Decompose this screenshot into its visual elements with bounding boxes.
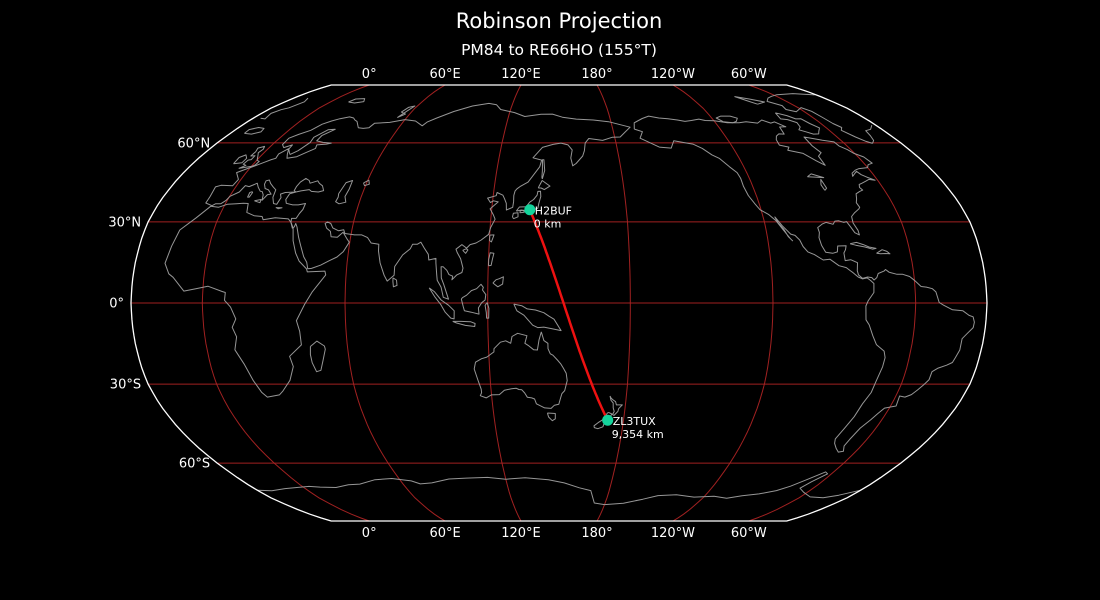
- lat-tick-label: 30°S: [110, 378, 141, 393]
- coastline: [363, 179, 370, 187]
- marker-callsign-label: H2BUF: [535, 205, 572, 218]
- lon-tick-label-top: 60°E: [429, 67, 460, 82]
- marker-distance-label: 0 km: [534, 218, 562, 231]
- coastline: [397, 105, 416, 119]
- coastline: [247, 191, 254, 198]
- graticule-meridian: [748, 84, 917, 522]
- coastline: [715, 115, 738, 124]
- lon-tick-label-top: 60°W: [731, 67, 767, 82]
- lon-tick-label-bottom: 180°: [581, 526, 612, 541]
- marker-destination: [602, 414, 614, 426]
- coastline: [348, 98, 366, 104]
- coastline: [820, 178, 828, 191]
- coastline: [489, 234, 495, 243]
- coastline: [428, 287, 455, 320]
- coastline: [633, 115, 975, 453]
- coastline: [254, 199, 262, 204]
- great-circle-route: [528, 208, 609, 422]
- graticule-meridian: [201, 84, 370, 522]
- lat-tick-label: 30°N: [108, 215, 141, 230]
- coastline: [609, 395, 623, 416]
- coastline: [392, 277, 398, 288]
- coastline: [335, 180, 354, 205]
- lon-tick-label-bottom: 60°W: [731, 526, 767, 541]
- coastline: [512, 212, 519, 220]
- lon-tick-label-bottom: 120°E: [501, 526, 541, 541]
- coastline: [546, 412, 556, 422]
- coastline: [537, 180, 551, 191]
- coastline: [807, 173, 825, 179]
- coastline: [233, 154, 248, 165]
- coastline: [275, 207, 283, 210]
- coastline: [492, 276, 504, 288]
- coastline: [257, 471, 861, 506]
- coastline: [734, 96, 766, 105]
- map-boundary: [130, 84, 988, 522]
- lat-tick-label: 60°S: [179, 457, 210, 472]
- figure-title: Robinson Projection: [455, 9, 663, 33]
- coastline: [238, 145, 266, 169]
- lat-tick-label: 60°N: [177, 136, 210, 151]
- graticule-meridian: [596, 84, 631, 522]
- coastline: [849, 241, 877, 250]
- lon-tick-label-top: 0°: [362, 67, 377, 82]
- coastline: [244, 127, 265, 135]
- lon-tick-label-top: 120°E: [501, 67, 541, 82]
- coastline: [205, 102, 631, 300]
- coastline: [774, 112, 820, 135]
- coastline: [460, 283, 487, 315]
- lon-tick-label-bottom: 60°E: [429, 526, 460, 541]
- coastline: [876, 249, 891, 255]
- graticule-meridian: [672, 84, 774, 522]
- coastline: [484, 302, 490, 319]
- coastline: [462, 248, 469, 254]
- lon-tick-label-bottom: 0°: [362, 526, 377, 541]
- lon-tick-label-top: 120°W: [651, 67, 695, 82]
- coastline: [164, 202, 327, 398]
- lon-tick-label-top: 180°: [581, 67, 612, 82]
- marker-origin: [524, 204, 536, 216]
- graticule-meridian: [344, 84, 446, 522]
- coastline: [309, 340, 326, 373]
- coastline: [473, 331, 568, 409]
- coastline: [513, 303, 562, 332]
- marker-distance-label: 9,354 km: [612, 428, 664, 441]
- lon-tick-label-bottom: 120°W: [651, 526, 695, 541]
- coastline: [541, 159, 546, 180]
- figure-subtitle: PM84 to RE66HO (155°T): [461, 41, 657, 59]
- coastline: [452, 320, 476, 327]
- coastline: [260, 93, 875, 144]
- lat-tick-label: 0°: [109, 297, 124, 312]
- coastline: [488, 252, 495, 267]
- marker-callsign-label: ZL3TUX: [613, 415, 656, 428]
